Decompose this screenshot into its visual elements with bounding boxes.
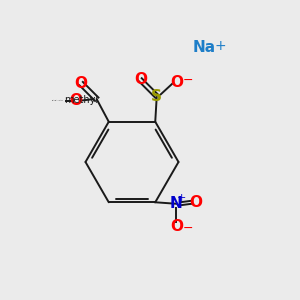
- Text: +: +: [215, 40, 226, 53]
- Text: O: O: [170, 75, 183, 90]
- Text: O: O: [189, 195, 202, 210]
- Text: O: O: [170, 219, 183, 234]
- Text: methyl: methyl: [55, 100, 60, 101]
- Text: O: O: [134, 72, 147, 87]
- Text: methyl: methyl: [59, 100, 64, 101]
- Text: methyl: methyl: [57, 100, 62, 101]
- Text: methyl: methyl: [53, 100, 58, 101]
- Text: S: S: [151, 89, 162, 104]
- Text: −: −: [183, 222, 194, 235]
- Text: methyl: methyl: [64, 95, 98, 105]
- Text: +: +: [177, 193, 187, 203]
- Text: methyl: methyl: [52, 100, 57, 101]
- Text: N: N: [170, 196, 183, 211]
- Text: methyl: methyl: [56, 100, 61, 101]
- Text: O: O: [69, 93, 82, 108]
- Text: Na: Na: [192, 40, 216, 56]
- Text: O: O: [75, 76, 88, 91]
- Text: −: −: [183, 74, 194, 87]
